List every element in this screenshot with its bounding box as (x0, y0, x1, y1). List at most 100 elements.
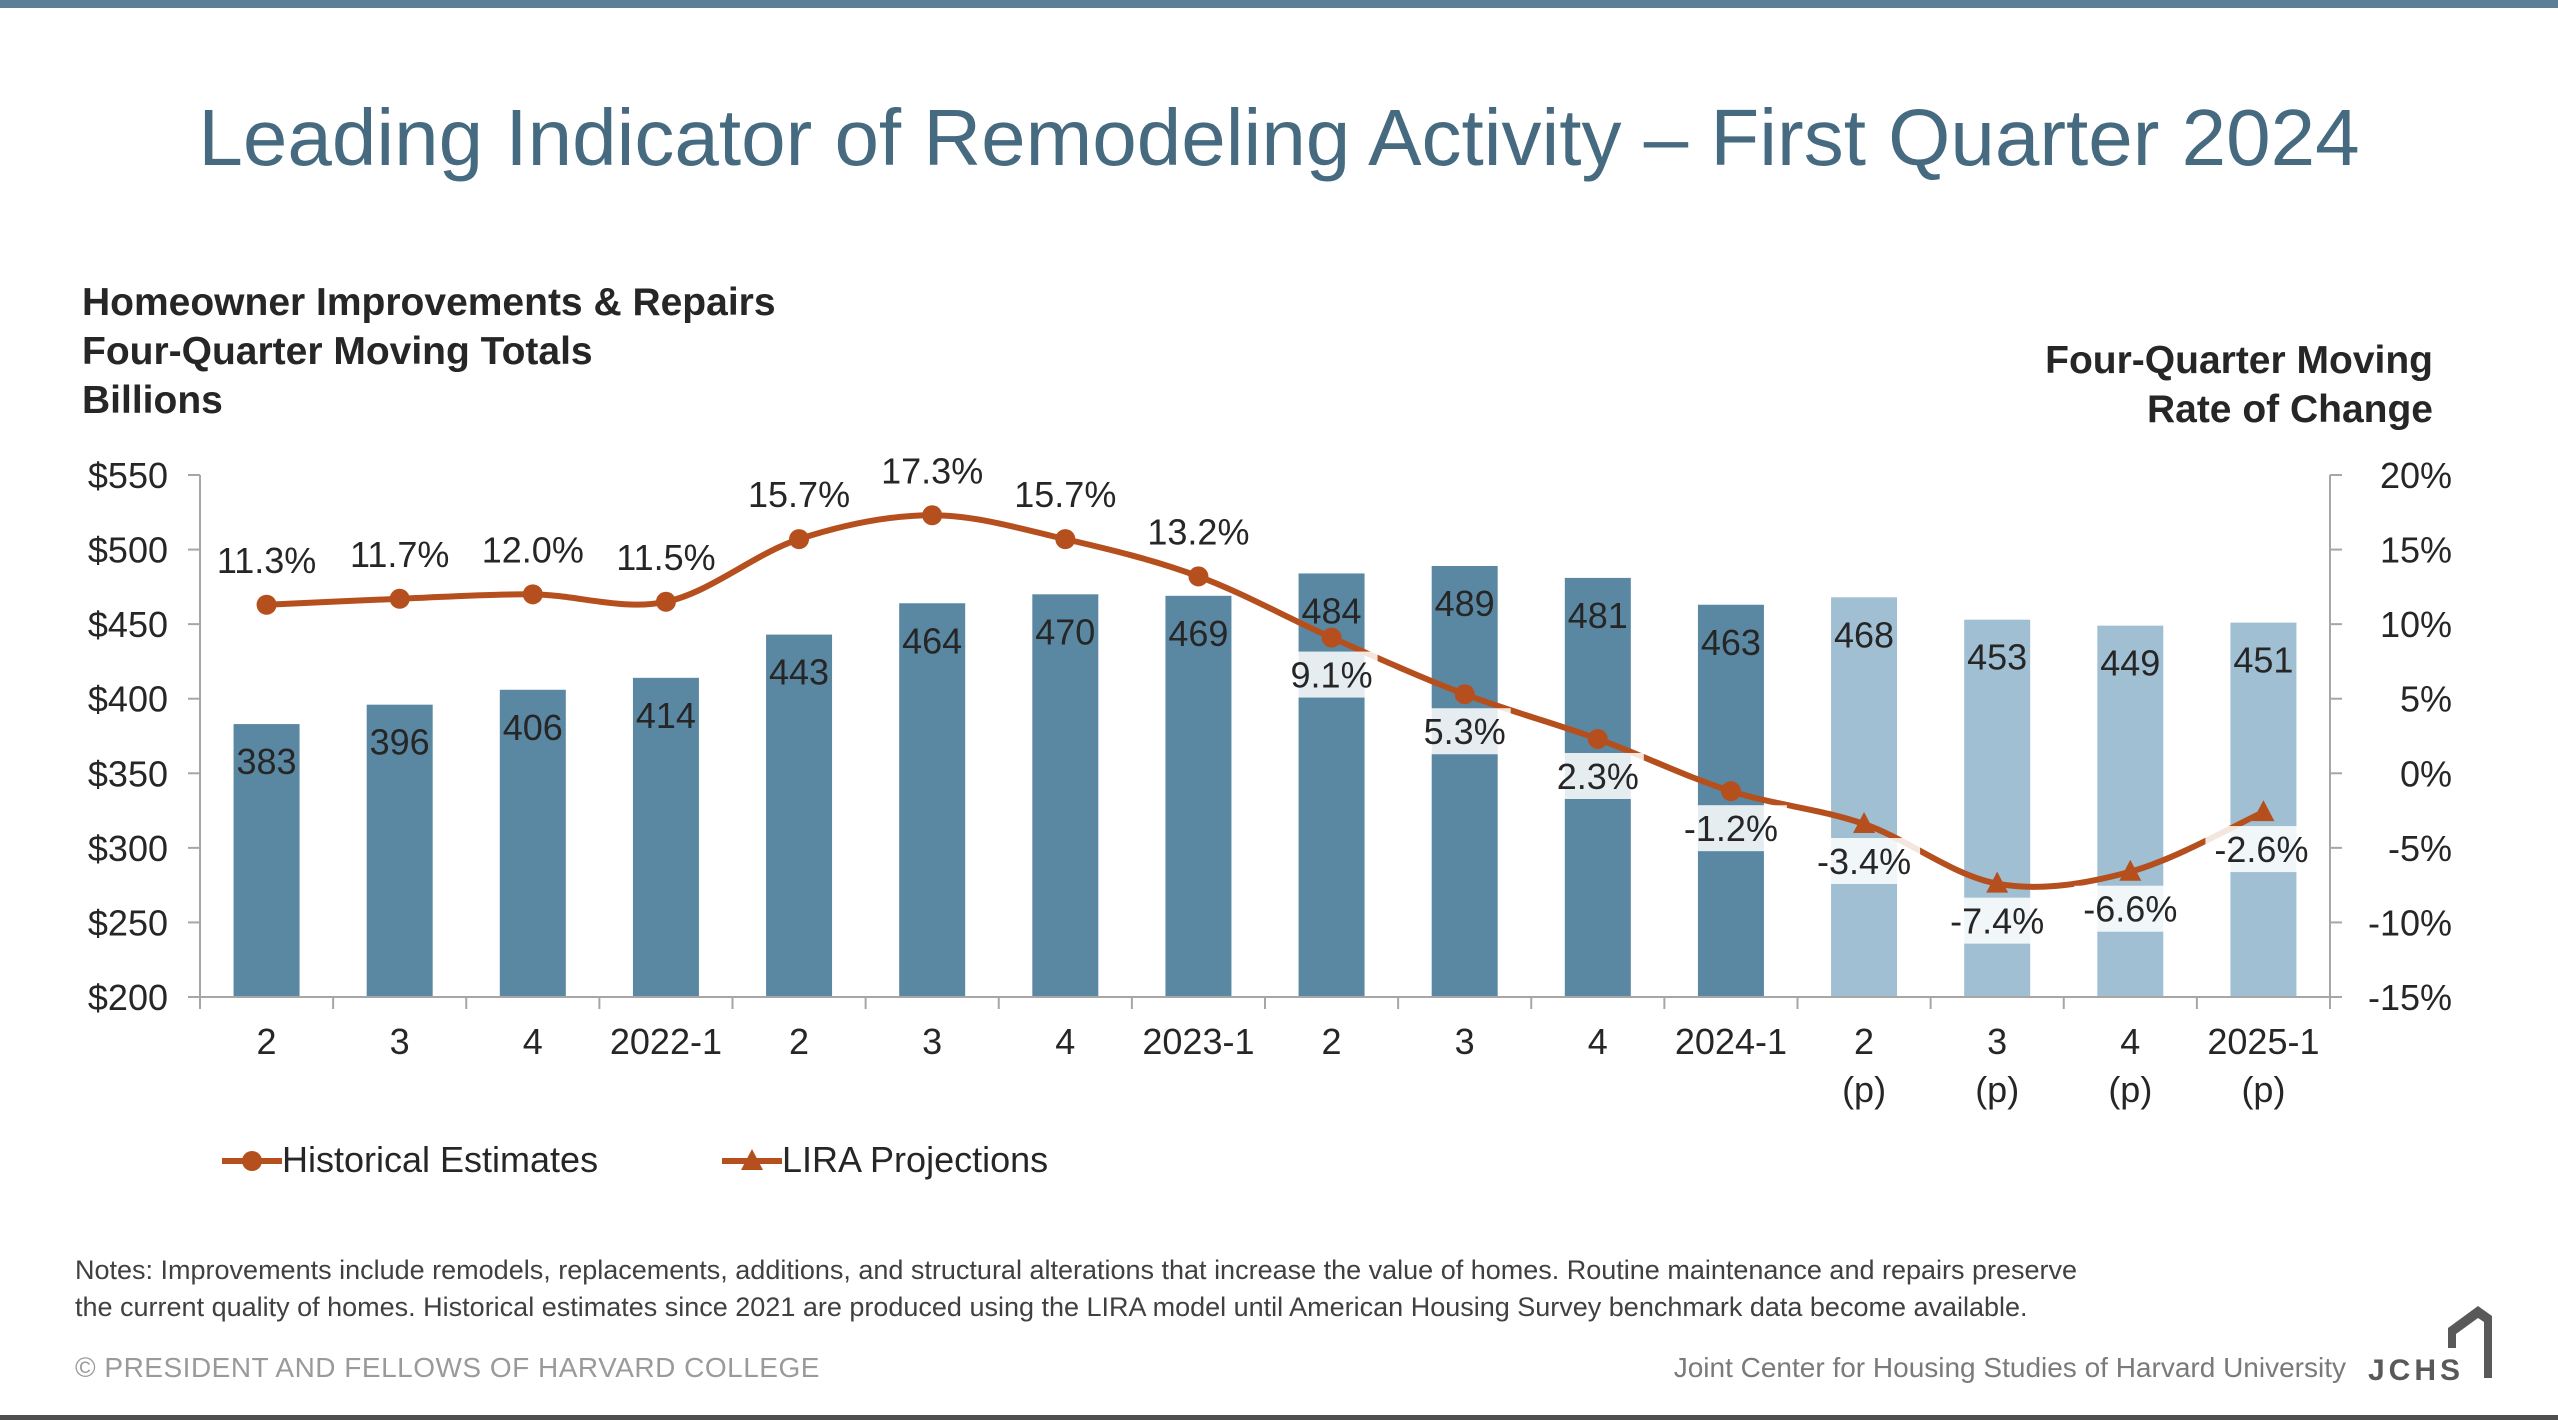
x-axis-category-label: 4 (523, 1021, 543, 1062)
historical-circle-marker (1454, 684, 1475, 705)
bar-value-label: 484 (1302, 590, 1362, 631)
historical-circle-marker (789, 529, 810, 550)
x-axis-category-label: (p) (2108, 1069, 2152, 1110)
legend-projections-triangle-icon (741, 1149, 763, 1170)
x-axis-category-label: 3 (1987, 1021, 2007, 1062)
line-value-label: 2.3% (1557, 756, 1639, 797)
historical-circle-marker (1720, 781, 1741, 802)
left-axis-heading: Homeowner Improvements & Repairs Four-Qu… (82, 278, 776, 425)
x-axis-category-label: 3 (1455, 1021, 1475, 1062)
line-label-background (1674, 805, 1787, 852)
left-axis-tick-label: $250 (88, 902, 168, 943)
x-axis-category-label: 2022-1 (610, 1021, 722, 1062)
left-heading-line1: Homeowner Improvements & Repairs (82, 281, 776, 324)
line-label-background (2074, 885, 2187, 932)
line-value-label: -3.4% (1817, 841, 1911, 882)
legend-historical-circle-icon (242, 1151, 262, 1171)
line-label-background (1285, 651, 1378, 698)
historical-circle-marker (1587, 728, 1608, 749)
left-axis-tick-label: $550 (88, 455, 168, 496)
bar-value-label: 463 (1701, 622, 1761, 663)
x-axis-category-label: 2024-1 (1675, 1021, 1787, 1062)
projection-bar (1831, 597, 1898, 997)
bar-value-label: 406 (503, 707, 563, 748)
line-value-label: 9.1% (1291, 655, 1373, 696)
historical-bar (899, 603, 966, 997)
line-value-label: 17.3% (881, 450, 983, 491)
left-axis-tick-label: $300 (88, 828, 168, 869)
line-value-label: 11.3% (217, 540, 316, 581)
historical-circle-marker (655, 591, 676, 612)
left-axis-tick-label: $500 (88, 530, 168, 571)
x-axis-category-label: 2025-1 (2207, 1021, 2319, 1062)
line-value-label: -6.6% (2083, 889, 2177, 930)
historical-bar (366, 704, 433, 997)
left-axis-tick-label: $350 (88, 753, 168, 794)
historical-bar (499, 689, 566, 997)
line-value-label: 11.7% (350, 534, 449, 575)
line-value-label: -2.6% (2214, 829, 2308, 870)
x-axis-category-label: 4 (1055, 1021, 1075, 1062)
historical-bar (632, 677, 699, 997)
page-title: Leading Indicator of Remodeling Activity… (198, 93, 2360, 182)
x-axis-category-label: 3 (390, 1021, 410, 1062)
historical-circle-marker (922, 505, 943, 526)
x-axis-category-label: 2 (257, 1021, 277, 1062)
right-axis-tick-label: 20% (2380, 455, 2452, 496)
x-axis-category-label: 4 (2120, 1021, 2140, 1062)
right-axis-heading: Four-Quarter Moving Rate of Change (2045, 336, 2433, 434)
historical-bar (1032, 594, 1099, 997)
bar-value-label: 468 (1834, 614, 1894, 655)
historical-circle-marker (1188, 566, 1209, 587)
organization-name: Joint Center for Housing Studies of Harv… (1673, 1352, 2346, 1383)
projection-bar (2097, 625, 2164, 997)
rate-of-change-line (266, 512, 2265, 890)
right-heading-line2: Rate of Change (2146, 388, 2433, 431)
historical-circle-marker (256, 594, 277, 615)
bar-value-label: 449 (2100, 643, 2160, 684)
x-axis-category-label: 4 (1588, 1021, 1608, 1062)
left-heading-line3: Billions (82, 379, 223, 422)
legend-projections-label: LIRA Projections (782, 1139, 1049, 1180)
historical-bar (233, 724, 300, 997)
line-label-background (1551, 752, 1644, 799)
x-axis-category-label: (p) (1842, 1069, 1886, 1110)
bar-value-label: 481 (1568, 595, 1628, 636)
line-label-background (1941, 897, 2054, 944)
bar-value-label: 470 (1035, 611, 1095, 652)
bar-value-label: 469 (1168, 613, 1228, 654)
historical-circle-marker (522, 584, 543, 605)
x-axis-category-label: 2023-1 (1142, 1021, 1254, 1062)
line-value-label: -7.4% (1950, 901, 2044, 942)
line-label-background (1808, 837, 1921, 884)
line-value-label: 11.5% (616, 537, 715, 578)
left-axis-tick-label: $450 (88, 604, 168, 645)
projection-triangle-marker (1986, 871, 2009, 893)
projection-triangle-marker (1853, 811, 1876, 833)
right-axis-tick-label: 0% (2400, 753, 2452, 794)
notes-line2: the current quality of homes. Historical… (75, 1292, 2028, 1322)
line-label-background (2205, 826, 2318, 873)
left-heading-line2: Four-Quarter Moving Totals (82, 330, 593, 373)
copyright-text: © PRESIDENT AND FELLOWS OF HARVARD COLLE… (75, 1352, 820, 1383)
x-axis-category-label: (p) (2241, 1069, 2285, 1110)
bar-value-label: 451 (2233, 640, 2293, 681)
chart-notes: Notes: Improvements include remodels, re… (75, 1252, 2275, 1326)
x-axis-category-label: 3 (922, 1021, 942, 1062)
legend-historical-label: Historical Estimates (282, 1139, 599, 1180)
historical-bar (766, 634, 833, 997)
bar-value-label: 414 (636, 695, 696, 736)
projection-triangle-marker (2119, 859, 2142, 881)
x-axis-category-label: 2 (1322, 1021, 1342, 1062)
line-value-label: 15.7% (1014, 474, 1116, 515)
right-axis-tick-label: -15% (2368, 977, 2452, 1018)
line-value-label: 12.0% (482, 529, 584, 570)
line-label-background (1418, 708, 1511, 755)
historical-circle-marker (1321, 627, 1342, 648)
right-axis-tick-label: -5% (2388, 828, 2452, 869)
left-axis-tick-label: $200 (88, 977, 168, 1018)
jchs-logo-text: JCHS (2368, 1354, 2465, 1387)
historical-bar (1431, 565, 1498, 997)
right-axis-tick-label: 15% (2380, 530, 2452, 571)
top-accent-bar (0, 0, 2558, 8)
